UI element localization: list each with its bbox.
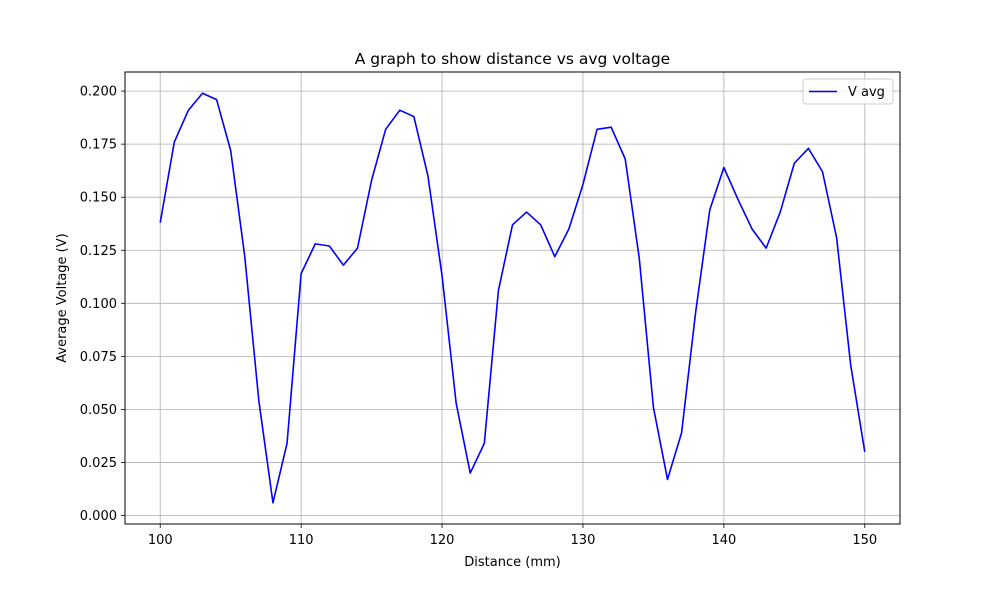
legend: V avg xyxy=(802,78,894,105)
x-tick-label: 110 xyxy=(289,533,314,548)
legend-label: V avg xyxy=(848,85,885,100)
plot-frame xyxy=(124,71,901,525)
y-tick-label: 0.200 xyxy=(80,85,117,100)
legend-box xyxy=(802,78,894,105)
x-tick-label: 100 xyxy=(148,533,173,548)
x-tick-label: 150 xyxy=(852,533,877,548)
y-tick-label: 0.000 xyxy=(80,509,117,524)
grid xyxy=(125,72,900,524)
y-tick-label: 0.050 xyxy=(80,403,117,418)
ticks: 100 110 120 130 140 150 0.000 0.025 0.050 0.075 0.… xyxy=(80,85,877,548)
y-tick-label: 0.100 xyxy=(80,297,117,312)
x-axis-label: Distance (mm) xyxy=(464,555,560,570)
y-tick-label: 0.125 xyxy=(80,244,117,259)
chart-title: A graph to show distance vs avg voltage xyxy=(355,50,670,68)
y-tick-label: 0.075 xyxy=(80,350,117,365)
series-layer xyxy=(159,92,866,504)
x-tick-label: 120 xyxy=(430,533,455,548)
y-tick-label: 0.150 xyxy=(80,191,117,206)
series-line-v-avg xyxy=(159,92,866,504)
y-tick-label: 0.025 xyxy=(80,456,117,471)
y-tick-label: 0.175 xyxy=(80,138,117,153)
y-axis-label: Average Voltage (V) xyxy=(55,233,70,362)
x-tick-label: 130 xyxy=(571,533,596,548)
x-tick-label: 140 xyxy=(711,533,736,548)
